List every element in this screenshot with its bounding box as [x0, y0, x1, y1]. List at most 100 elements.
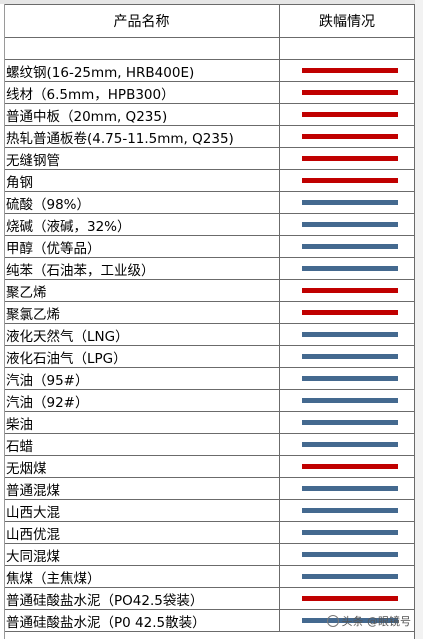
trend-bar-blue — [302, 376, 398, 381]
product-name-cell[interactable]: 硫酸（98%） — [6, 196, 91, 213]
product-name-cell[interactable]: 聚氯乙烯 — [6, 306, 60, 323]
trend-cell[interactable] — [279, 610, 414, 631]
product-name-cell[interactable]: 角钢 — [6, 174, 33, 191]
product-name-cell[interactable]: 螺纹钢(16-25mm, HRB400E) — [6, 64, 195, 81]
table-row[interactable]: 大同混煤 — [4, 544, 414, 566]
trend-cell[interactable] — [279, 478, 414, 499]
table-row[interactable]: 聚氯乙烯 — [4, 302, 414, 324]
product-name-cell[interactable]: 聚乙烯 — [6, 284, 47, 301]
product-name-cell[interactable]: 甲醇（优等品） — [6, 240, 101, 257]
watermark-logo-icon — [326, 615, 339, 627]
trend-bar-blue — [302, 222, 398, 227]
product-name-cell[interactable]: 纯苯（石油苯，工业级） — [6, 262, 155, 279]
table-row[interactable]: 硫酸（98%） — [4, 192, 414, 214]
product-name-cell[interactable]: 普通硅酸盐水泥（P0 42.5散装） — [6, 614, 206, 631]
trend-cell[interactable] — [279, 214, 414, 235]
table-row[interactable]: 普通中板（20mm, Q235) — [4, 104, 414, 126]
table-row[interactable]: 普通硅酸盐水泥（PO42.5袋装） — [4, 588, 414, 610]
table-row[interactable]: 甲醇（优等品） — [4, 236, 414, 258]
trend-cell[interactable] — [279, 368, 414, 389]
trend-cell[interactable] — [279, 280, 414, 301]
trend-cell[interactable] — [279, 170, 414, 191]
table-row[interactable]: 无烟煤 — [4, 456, 414, 478]
trend-bar-red — [302, 464, 398, 469]
product-name-cell[interactable]: 山西优混 — [6, 526, 60, 543]
table-row[interactable]: 烧碱（液碱，32%） — [4, 214, 414, 236]
product-name-cell[interactable]: 烧碱（液碱，32%） — [6, 218, 131, 235]
watermark: 头条 @眼镜号 — [326, 613, 411, 629]
trend-bar-red — [302, 112, 398, 117]
table-row[interactable]: 普通混煤 — [4, 478, 414, 500]
table-left-border — [4, 4, 5, 639]
trend-cell[interactable] — [279, 588, 414, 609]
product-name-cell[interactable]: 柴油 — [6, 416, 33, 433]
table-row[interactable]: 液化石油气（LPG） — [4, 346, 414, 368]
table-row[interactable]: 普通硅酸盐水泥（P0 42.5散装） — [4, 610, 414, 632]
trend-cell[interactable] — [279, 324, 414, 345]
trend-bar-red — [302, 134, 398, 139]
table-row[interactable]: 热轧普通板卷(4.75-11.5mm, Q235) — [4, 126, 414, 148]
table-row[interactable]: 汽油（95#） — [4, 368, 414, 390]
product-name-cell[interactable]: 普通混煤 — [6, 482, 60, 499]
trend-bar-blue — [302, 618, 398, 623]
trend-header[interactable]: 跌幅情况 — [279, 5, 414, 37]
product-name-cell[interactable]: 热轧普通板卷(4.75-11.5mm, Q235) — [6, 130, 234, 147]
product-name-cell[interactable]: 山西大混 — [6, 504, 60, 521]
column-divider — [279, 38, 280, 59]
product-name-header[interactable]: 产品名称 — [113, 14, 170, 30]
table-row[interactable]: 山西大混 — [4, 500, 414, 522]
trend-cell[interactable] — [279, 412, 414, 433]
product-name-cell[interactable]: 液化天然气（LNG） — [6, 328, 129, 345]
trend-cell[interactable] — [279, 236, 414, 257]
trend-cell[interactable] — [279, 148, 414, 169]
trend-cell[interactable] — [279, 500, 414, 521]
table-row[interactable]: 柴油 — [4, 412, 414, 434]
trend-cell[interactable] — [279, 192, 414, 213]
table-row[interactable]: 石蜡 — [4, 434, 414, 456]
trend-cell[interactable] — [279, 566, 414, 587]
product-name-cell[interactable]: 线材（6.5mm，HPB300） — [6, 86, 175, 103]
trend-cell[interactable] — [279, 346, 414, 367]
table-row[interactable]: 聚乙烯 — [4, 280, 414, 302]
trend-bar-blue — [302, 552, 398, 557]
product-trend-table: 产品名称 跌幅情况 螺纹钢(16-25mm, HRB400E) 线材（6.5mm，… — [4, 0, 414, 639]
trend-cell[interactable] — [279, 522, 414, 543]
trend-cell[interactable] — [279, 302, 414, 323]
trend-cell[interactable] — [279, 82, 414, 103]
trend-cell[interactable] — [279, 258, 414, 279]
table-row[interactable]: 线材（6.5mm，HPB300） — [4, 82, 414, 104]
table-row[interactable]: 焦煤（主焦煤） — [4, 566, 414, 588]
product-name-cell[interactable]: 汽油（95#） — [6, 372, 89, 389]
trend-cell[interactable] — [279, 60, 414, 81]
trend-bar-blue — [302, 398, 398, 403]
trend-cell[interactable] — [279, 104, 414, 125]
trend-cell[interactable] — [279, 544, 414, 565]
product-name-cell[interactable]: 无缝钢管 — [6, 152, 60, 169]
product-name-cell[interactable]: 普通中板（20mm, Q235) — [6, 108, 168, 125]
table-row[interactable]: 山西优混 — [4, 522, 414, 544]
trend-cell[interactable] — [279, 434, 414, 455]
product-name-cell[interactable]: 无烟煤 — [6, 460, 47, 477]
product-name-cell[interactable]: 液化石油气（LPG） — [6, 350, 127, 367]
table-row[interactable]: 角钢 — [4, 170, 414, 192]
blank-row[interactable] — [4, 38, 414, 60]
table-row[interactable]: 纯苯（石油苯，工业级） — [4, 258, 414, 280]
product-name-cell[interactable]: 石蜡 — [6, 438, 33, 455]
trend-cell[interactable] — [279, 390, 414, 411]
table-row[interactable]: 液化天然气（LNG） — [4, 324, 414, 346]
product-name-cell[interactable]: 大同混煤 — [6, 548, 60, 565]
product-name-cell[interactable]: 焦煤（主焦煤） — [6, 570, 101, 587]
table-right-border — [414, 4, 415, 639]
table-body: 螺纹钢(16-25mm, HRB400E) 线材（6.5mm，HPB300） 普通中… — [4, 60, 414, 632]
table-header-row: 产品名称 跌幅情况 — [4, 4, 414, 38]
product-name-cell[interactable]: 汽油（92#） — [6, 394, 89, 411]
trend-bar-blue — [302, 266, 398, 271]
trend-bar-blue — [302, 332, 398, 337]
table-row[interactable]: 螺纹钢(16-25mm, HRB400E) — [4, 60, 414, 82]
table-row[interactable]: 汽油（92#） — [4, 390, 414, 412]
trend-bar-blue — [302, 574, 398, 579]
product-name-cell[interactable]: 普通硅酸盐水泥（PO42.5袋装） — [6, 592, 204, 609]
trend-cell[interactable] — [279, 126, 414, 147]
trend-cell[interactable] — [279, 456, 414, 477]
table-row[interactable]: 无缝钢管 — [4, 148, 414, 170]
